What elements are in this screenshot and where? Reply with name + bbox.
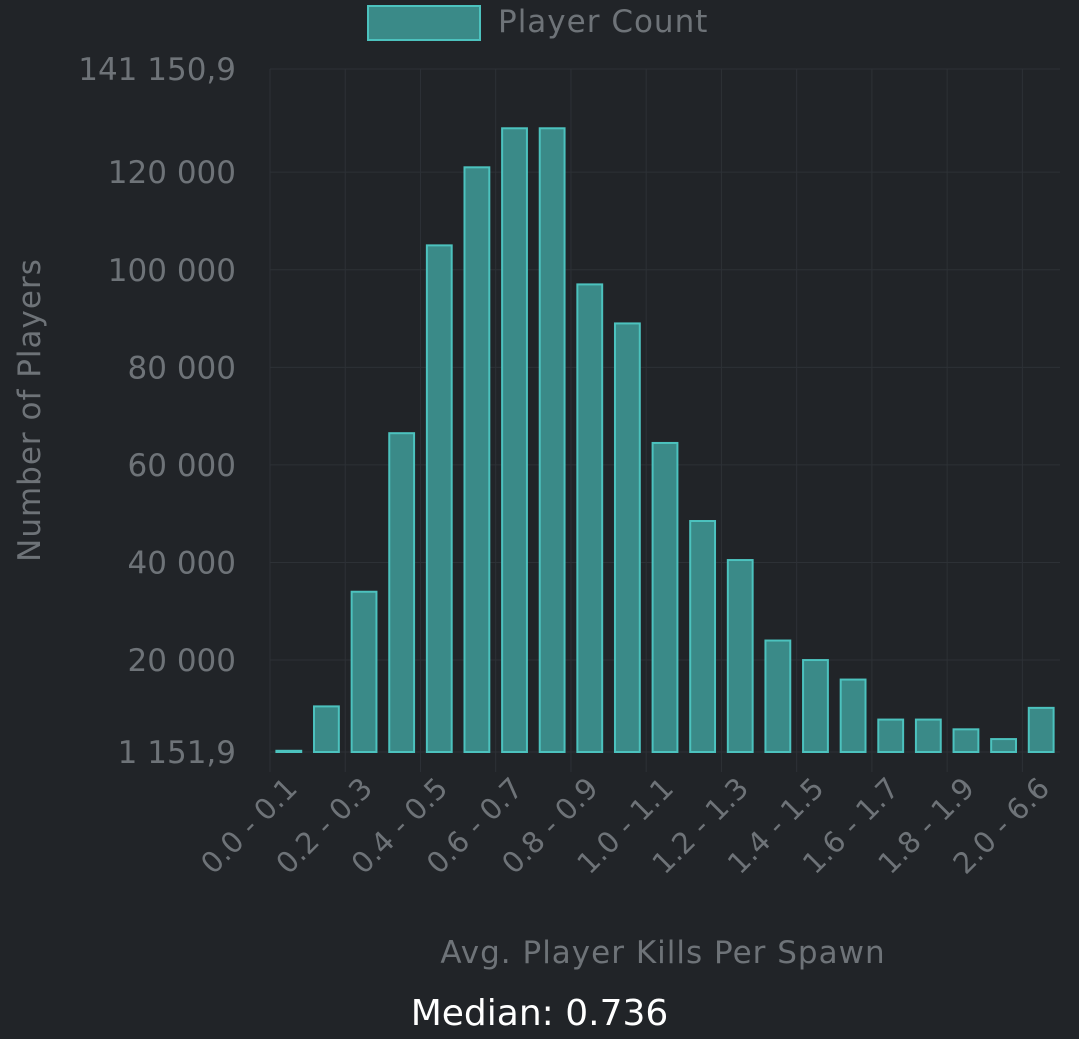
y-axis-ticks: 1 151,9 20 000 40 000 60 000 80 000 100 000 12… <box>78 52 236 771</box>
bar[interactable]: 0.2 - 0.3: 34000 <box>350 590 378 753</box>
bar[interactable]: 0.0 - 0.1: 1400 <box>275 749 303 753</box>
bar[interactable]: 0.9 - 1.0: 89000 <box>613 322 641 753</box>
bar[interactable]: 0.8 - 0.9: 97000 <box>576 283 604 753</box>
bar[interactable]: 1.8 - 1.9: 5800 <box>952 728 980 754</box>
median-label: Median: 0.736 <box>410 993 669 1034</box>
bar[interactable]: 1.6 - 1.7: 7800 <box>877 718 905 754</box>
x-axis-ticks: 0.0 - 0.10.2 - 0.30.4 - 0.50.6 - 0.70.8 … <box>194 771 1056 881</box>
legend-label: Player Count <box>498 4 708 40</box>
bar[interactable]: 2.0 - 6.6: 10200 <box>1027 706 1055 753</box>
bars-group: 0.0 - 0.1: 1400 0.1 - 0.2: 10500 0.2 - 0.3… <box>275 127 1055 754</box>
y-tick-label: 80 000 <box>128 350 236 386</box>
y-tick-label: 141 150,9 <box>78 52 236 88</box>
bar[interactable]: 1.9 - 2.0: 3800 <box>990 738 1017 754</box>
bar[interactable]: 1.0 - 1.1: 64500 <box>651 441 679 753</box>
legend-swatch <box>367 5 481 41</box>
y-tick-label: 20 000 <box>128 643 236 679</box>
y-axis-title: Number of Players <box>12 258 48 562</box>
bar[interactable]: 0.5 - 0.6: 121000 <box>463 166 491 753</box>
bar[interactable]: 0.4 - 0.5: 105000 <box>425 244 453 753</box>
bar[interactable]: 0.1 - 0.2: 10500 <box>313 705 340 754</box>
y-tick-label: 40 000 <box>128 545 236 581</box>
bar[interactable]: 1.2 - 1.3: 40500 <box>726 559 754 753</box>
bar[interactable]: 1.1 - 1.2: 48500 <box>689 520 717 754</box>
legend[interactable]: Player Count <box>367 4 708 41</box>
bar[interactable]: 1.5 - 1.6: 16000 <box>839 678 867 753</box>
y-tick-label: 100 000 <box>108 253 236 289</box>
y-tick-label: 60 000 <box>128 448 236 484</box>
bar[interactable]: 1.3 - 1.4: 24000 <box>764 639 792 754</box>
y-tick-label: 120 000 <box>108 155 236 191</box>
bar[interactable]: 0.7 - 0.8: 129000 <box>538 127 566 753</box>
x-axis-title: Avg. Player Kills Per Spawn <box>440 935 885 971</box>
bar[interactable]: 0.6 - 0.7: 129000 <box>501 127 528 753</box>
bar[interactable]: 1.7 - 1.8: 7800 <box>914 718 942 754</box>
y-tick-label: 1 151,9 <box>118 735 236 771</box>
bar[interactable]: 0.3 - 0.4: 66500 <box>388 432 416 753</box>
grid-lines <box>269 68 1060 772</box>
